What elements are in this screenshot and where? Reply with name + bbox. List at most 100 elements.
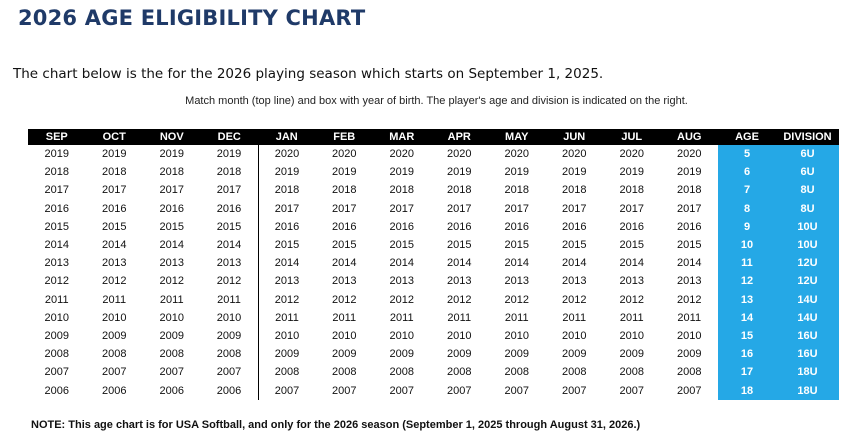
birth-year-cell: 2016	[159, 202, 184, 215]
birth-year-cell: 2020	[677, 148, 702, 161]
birth-year-cell: 2012	[274, 293, 300, 306]
birth-year-cell: 2010	[619, 329, 644, 342]
footnote: NOTE: This age chart is for USA Softball…	[31, 419, 641, 431]
birth-year-cell: 2007	[619, 384, 644, 397]
birth-year-cell: 2011	[332, 311, 357, 324]
birth-year-cell: 2009	[619, 348, 644, 361]
birth-year-cell: 2015	[677, 239, 702, 252]
birth-year-cell: 2017	[102, 184, 127, 197]
birth-year-cell: 2009	[44, 329, 69, 342]
birth-year-cell: 2012	[619, 293, 644, 306]
age-cell: 10	[718, 235, 776, 255]
birth-year-cell: 2014	[159, 239, 184, 252]
birth-year-cell: 2010	[562, 329, 587, 342]
birth-year-cell: 2006	[102, 384, 127, 397]
birth-year-cell: 2007	[274, 384, 300, 397]
column-header: MAY	[488, 129, 546, 145]
birth-year-cell: 2019	[102, 148, 127, 161]
birth-year-cell: 2017	[504, 202, 529, 215]
birth-year-cell: 2006	[200, 381, 259, 400]
birth-year-cell: 2009	[159, 329, 184, 342]
birth-year-cell: 2017	[200, 181, 259, 200]
age-cell: 8	[718, 199, 776, 218]
birth-year-cell: 2014	[274, 257, 300, 270]
birth-year-cell: 2014	[504, 257, 529, 270]
birth-year-cell: 2017	[332, 202, 357, 215]
birth-year-cell: 2018	[447, 184, 472, 197]
age-cell: 12	[718, 272, 776, 291]
age-cell: 5	[718, 145, 776, 164]
birth-year-cell: 2006	[159, 384, 184, 397]
birth-year-cell: 2012	[44, 275, 69, 288]
birth-year-cell: 2013	[677, 275, 702, 288]
division-cell: 14U	[776, 308, 839, 327]
birth-year-cell: 2014	[677, 257, 702, 270]
birth-year-cell: 2018	[200, 163, 259, 182]
birth-year-cell: 2016	[447, 220, 472, 233]
birth-year-cell: 2011	[159, 293, 184, 306]
birth-year-cell: 2019	[447, 166, 472, 179]
intro-text: The chart below is the for the 2026 play…	[13, 66, 604, 82]
birth-year-cell: 2008	[677, 366, 702, 379]
table-row: 2016 2016 2016 2016 2017 2017 2017 2017 2017 2017…	[28, 199, 839, 218]
division-cell: 16U	[776, 326, 839, 346]
birth-year-cell: 2010	[159, 311, 184, 324]
birth-year-cell: 2013	[389, 275, 414, 288]
birth-year-cell: 2009	[274, 348, 300, 361]
birth-year-cell: 2015	[332, 239, 357, 252]
birth-year-cell: 2015	[389, 239, 414, 252]
birth-year-cell: 2012	[677, 293, 702, 306]
column-header: OCT	[85, 129, 143, 145]
division-cell: 16U	[776, 345, 839, 364]
birth-year-cell: 2011	[200, 290, 259, 309]
birth-year-cell: 2017	[447, 202, 472, 215]
birth-year-cell: 2012	[102, 275, 127, 288]
table-row: 2010 2010 2010 2010 2011 2011 2011 2011 2011 2011…	[28, 308, 839, 327]
table-row: 2006 2006 2006 2006 2007 2007 2007 2007 2007 2007…	[28, 381, 839, 400]
birth-year-cell: 2007	[332, 384, 357, 397]
birth-year-cell: 2013	[159, 257, 184, 270]
column-header: MAR	[373, 129, 431, 145]
column-header: FEB	[315, 129, 373, 145]
birth-year-cell: 2008	[102, 348, 127, 361]
birth-year-cell: 2009	[332, 348, 357, 361]
birth-year-cell: 2010	[102, 311, 127, 324]
birth-year-cell: 2015	[102, 220, 127, 233]
birth-year-cell: 2015	[562, 239, 587, 252]
birth-year-cell: 2014	[332, 257, 357, 270]
birth-year-cell: 2008	[389, 366, 414, 379]
birth-year-cell: 2013	[562, 275, 587, 288]
birth-year-cell: 2016	[102, 202, 127, 215]
division-cell: 18U	[776, 381, 839, 400]
birth-year-cell: 2018	[44, 166, 69, 179]
column-header: JUL	[603, 129, 661, 145]
birth-year-cell: 2008	[504, 366, 529, 379]
table-row: 2019 2019 2019 2019 2020 2020 2020 2020 2020 2020…	[28, 145, 839, 164]
birth-year-cell: 2007	[389, 384, 414, 397]
age-cell: 17	[718, 363, 776, 382]
birth-year-cell: 2016	[504, 220, 529, 233]
birth-year-cell: 2009	[389, 348, 414, 361]
birth-year-cell: 2013	[504, 275, 529, 288]
table-row: 2014 2014 2014 2014 2015 2015 2015 2015 2015 2015…	[28, 235, 839, 255]
birth-year-cell: 2018	[677, 184, 702, 197]
birth-year-cell: 2013	[332, 275, 357, 288]
birth-year-cell: 2011	[677, 311, 702, 324]
birth-year-cell: 2010	[504, 329, 529, 342]
birth-year-cell: 2017	[44, 184, 69, 197]
table-row: 2011 2011 2011 2011 2012 2012 2012 2012 2012 2012…	[28, 290, 839, 309]
birth-year-cell: 2020	[447, 148, 472, 161]
birth-year-cell: 2014	[102, 239, 127, 252]
birth-year-cell: 2014	[447, 257, 472, 270]
birth-year-cell: 2015	[44, 220, 69, 233]
birth-year-cell: 2017	[389, 202, 414, 215]
birth-year-cell: 2012	[562, 293, 587, 306]
birth-year-cell: 2019	[562, 166, 587, 179]
division-cell: 8U	[776, 181, 839, 200]
instructions-text: Match month (top line) and box with year…	[185, 95, 688, 107]
birth-year-cell: 2009	[447, 348, 472, 361]
birth-year-cell: 2010	[389, 329, 414, 342]
birth-year-cell: 2014	[389, 257, 414, 270]
birth-year-cell: 2007	[504, 384, 529, 397]
age-cell: 18	[718, 381, 776, 400]
